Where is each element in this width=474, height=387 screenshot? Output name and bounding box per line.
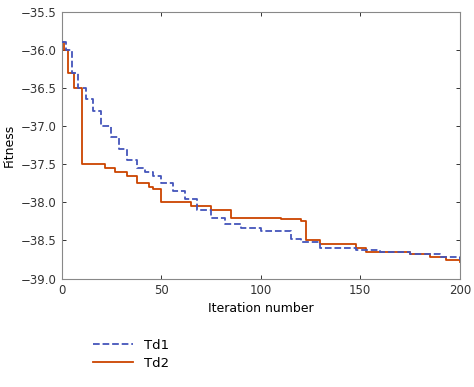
X-axis label: Iteration number: Iteration number [208,302,313,315]
Td2 [102,162,108,166]
Td2 [59,40,64,45]
Td2 [125,170,130,174]
Line: Td1: Td1 [62,42,460,260]
Td1 [150,173,156,178]
Td1 [63,48,68,52]
Td2 [298,217,303,221]
Td1 [117,135,122,140]
Td2 [304,238,310,243]
Y-axis label: Fitness: Fitness [2,123,15,167]
Td1 [457,257,463,262]
Td1 [238,225,244,230]
Td2 [457,257,463,262]
Td2 [125,173,130,178]
Line: Td2: Td2 [62,42,460,262]
Td2 [457,260,463,264]
Td1 [69,48,74,52]
Td1 [258,225,264,230]
Legend: Td1, Td2: Td1, Td2 [88,333,174,375]
Td1 [59,40,64,45]
